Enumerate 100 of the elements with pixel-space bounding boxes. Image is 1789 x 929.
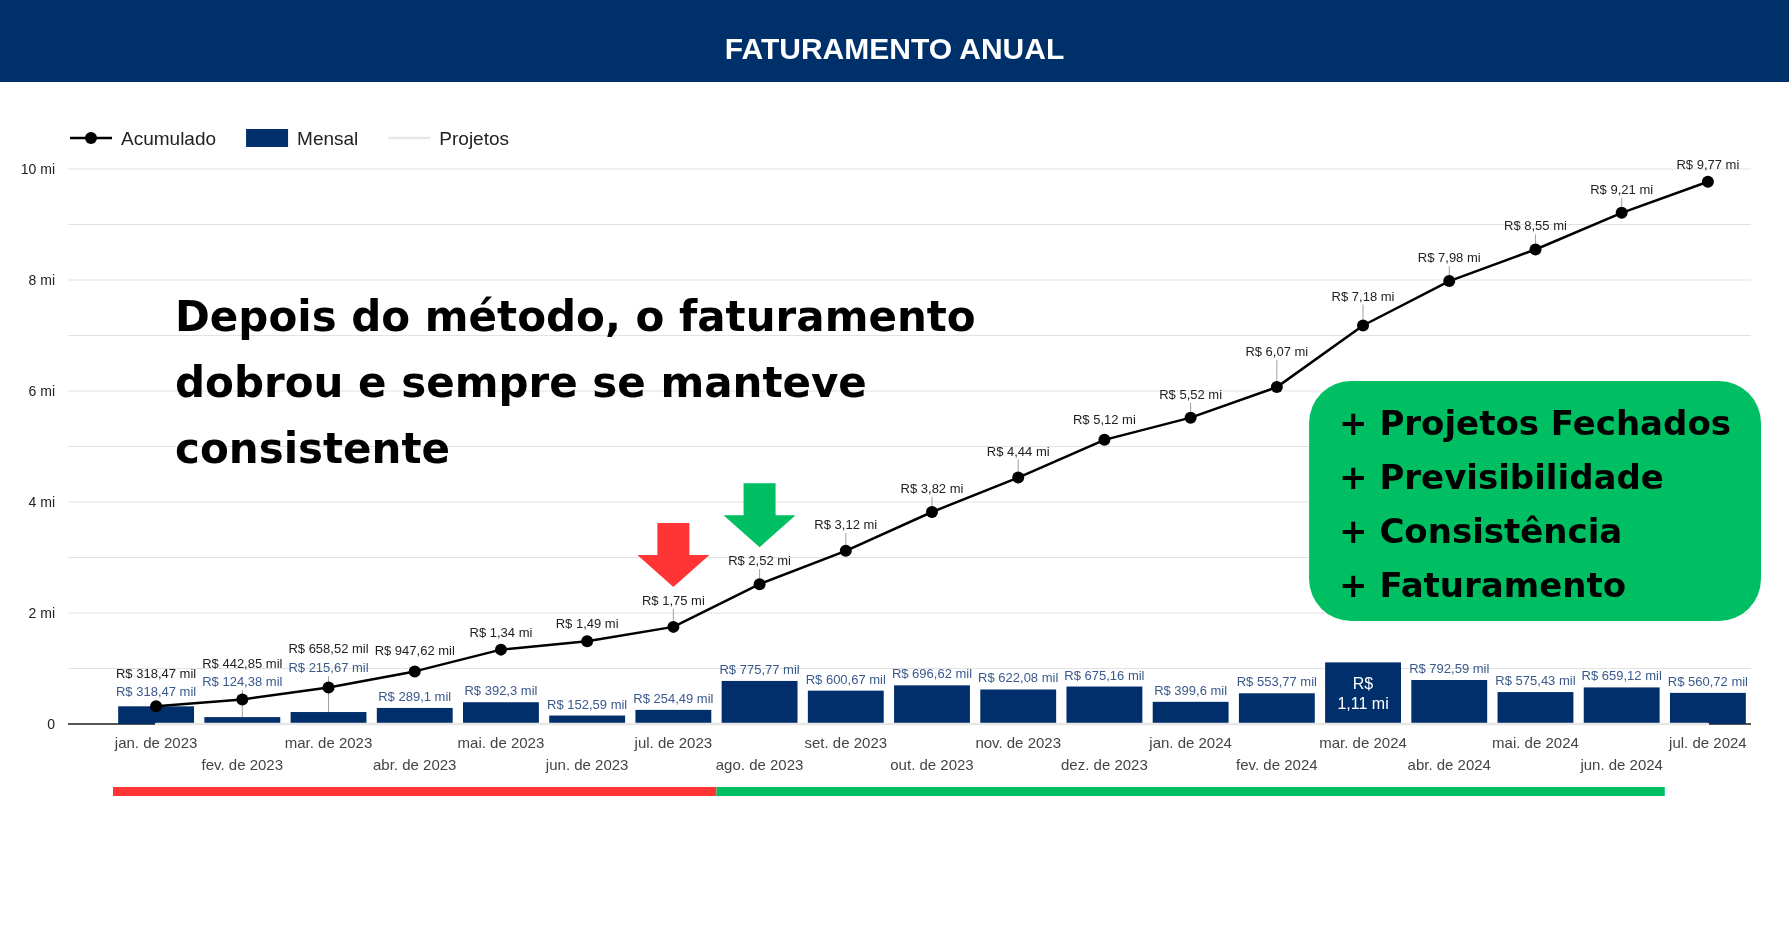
- data-label: R$ 399,6 mil: [1154, 682, 1228, 698]
- bar: [807, 690, 884, 724]
- annotation: + Consistência: [1339, 511, 1623, 551]
- y-tick-label: 2 mi: [28, 605, 55, 621]
- data-label: R$ 318,47 mil: [116, 666, 197, 682]
- data-label: R$ 792,59 mil: [1409, 661, 1490, 677]
- data-label: R$ 560,72 mil: [1667, 673, 1749, 689]
- y-tick-label: 10 mi: [20, 161, 55, 177]
- point: [1357, 319, 1370, 332]
- bar: [1583, 687, 1660, 724]
- data-label: R$ 675,16 mil: [1064, 667, 1145, 683]
- data-label: R$ 1,49 mi: [555, 616, 619, 632]
- data-label: R$ 7,18 mi: [1331, 288, 1395, 304]
- x-tick-label: fev. de 2023: [201, 756, 284, 773]
- x-tick-label: set. de 2023: [804, 734, 888, 751]
- data-label: R$ 553,77 mil: [1236, 674, 1318, 690]
- data-label: R$ 575,43 mil: [1495, 673, 1576, 689]
- x-tick-label: jan. de 2023: [113, 734, 198, 751]
- x-tick-label: ago. de 2023: [715, 756, 804, 773]
- point: [1098, 433, 1111, 446]
- point: [839, 544, 852, 557]
- x-tick-label: jun. de 2024: [1579, 756, 1663, 773]
- point: [753, 578, 766, 591]
- data-label: R$ 7,98 mi: [1417, 250, 1481, 266]
- point: [1443, 275, 1456, 288]
- x-tick-label: mar. de 2024: [1319, 734, 1407, 751]
- data-label: R$ 4,44 mi: [986, 443, 1050, 459]
- bar: [1497, 692, 1574, 724]
- x-tick-label: abr. de 2023: [373, 756, 457, 773]
- point: [236, 693, 249, 706]
- y-tick-label: 6 mi: [28, 383, 55, 399]
- bar: [635, 709, 712, 724]
- data-label: R$ 659,12 mil: [1581, 668, 1662, 684]
- data-label: R$ 289,1 mil: [378, 688, 452, 704]
- point: [1270, 381, 1283, 394]
- bar: [290, 712, 367, 724]
- annotation: + Projetos Fechados: [1339, 403, 1731, 443]
- point: [667, 620, 680, 633]
- bar: [376, 707, 453, 724]
- point: [408, 665, 421, 678]
- bar: [1066, 686, 1143, 724]
- x-tick-label: dez. de 2023: [1061, 756, 1148, 773]
- data-label: R$ 658,52 mil: [288, 641, 369, 657]
- data-label: R$ 9,21 mi: [1590, 181, 1654, 197]
- bar: [894, 685, 970, 724]
- bar: [1325, 662, 1401, 724]
- x-tick-label: mai. de 2024: [1492, 734, 1579, 751]
- bar: [1669, 692, 1746, 724]
- x-tick-label: mai. de 2023: [457, 734, 545, 751]
- bar: [721, 680, 798, 724]
- data-label: R$ 6,07 mi: [1245, 344, 1309, 360]
- data-label: R$ 5,52 mi: [1159, 386, 1223, 402]
- y-tick-label: 4 mi: [28, 494, 55, 510]
- legend-label: Acumulado: [121, 128, 217, 149]
- bar: [1152, 701, 1229, 724]
- data-label: R$ 124,38 mil: [202, 674, 283, 690]
- annotation: Depois do método, o faturamento dobrou e sempre se manteve consistente: [175, 292, 976, 473]
- x-tick-label: mar. de 2023: [284, 734, 373, 751]
- point: [1012, 471, 1025, 484]
- data-label: R$ 254,49 mil: [633, 690, 714, 706]
- x-tick-label: abr. de 2024: [1407, 756, 1491, 773]
- data-label: R$ 3,82 mi: [900, 480, 964, 496]
- data-label: R$ 600,67 mil: [805, 671, 886, 687]
- annotation: + Faturamento: [1339, 565, 1627, 605]
- data-label: R$ 1,34 mi: [469, 624, 533, 640]
- data-label: R$ 442,85 mil: [202, 656, 283, 672]
- x-tick-label: jul. de 2023: [633, 734, 713, 751]
- x-tick-label: jun. de 2023: [544, 756, 629, 773]
- bar: [1411, 680, 1488, 724]
- legend-label: Projetos: [439, 128, 510, 149]
- chart-title: FATURAMENTO ANUAL: [724, 32, 1065, 65]
- data-label: R$ 696,62 mil: [891, 666, 973, 682]
- point: [926, 505, 938, 518]
- legend-label: Mensal: [297, 128, 359, 149]
- point: [322, 681, 335, 694]
- annotation: + Previsibilidade: [1339, 457, 1664, 497]
- point: [1529, 243, 1542, 256]
- bar: [118, 706, 195, 724]
- data-label: R$ 622,08 mil: [978, 670, 1059, 686]
- data-label: R$ 5,12 mi: [1072, 411, 1136, 427]
- y-tick-label: 0: [47, 716, 56, 732]
- point: [150, 700, 163, 713]
- x-tick-label: out. de 2023: [890, 756, 974, 773]
- x-tick-label: fev. de 2024: [1236, 756, 1318, 773]
- data-label: R$ 8,55 mi: [1504, 218, 1568, 234]
- point: [494, 643, 507, 656]
- x-tick-label: jul. de 2024: [1668, 734, 1747, 751]
- point: [1701, 175, 1714, 188]
- data-label: R$ 775,77 mil: [719, 661, 800, 677]
- data-label: R$ 3,12 mi: [814, 516, 878, 532]
- data-label: R$ 947,62 mil: [374, 643, 455, 659]
- bar: [463, 702, 539, 724]
- data-label: R$ 1,75 mi: [641, 592, 705, 608]
- point: [1615, 206, 1628, 219]
- x-tick-label: nov. de 2023: [975, 734, 1062, 751]
- x-tick-label: jan. de 2024: [1148, 734, 1232, 751]
- data-label: R$ 392,3 mil: [464, 683, 538, 699]
- data-label: R$ 152,59 mil: [547, 696, 628, 712]
- data-label: R$ 2,52 mi: [728, 553, 792, 569]
- bar: [1238, 693, 1315, 724]
